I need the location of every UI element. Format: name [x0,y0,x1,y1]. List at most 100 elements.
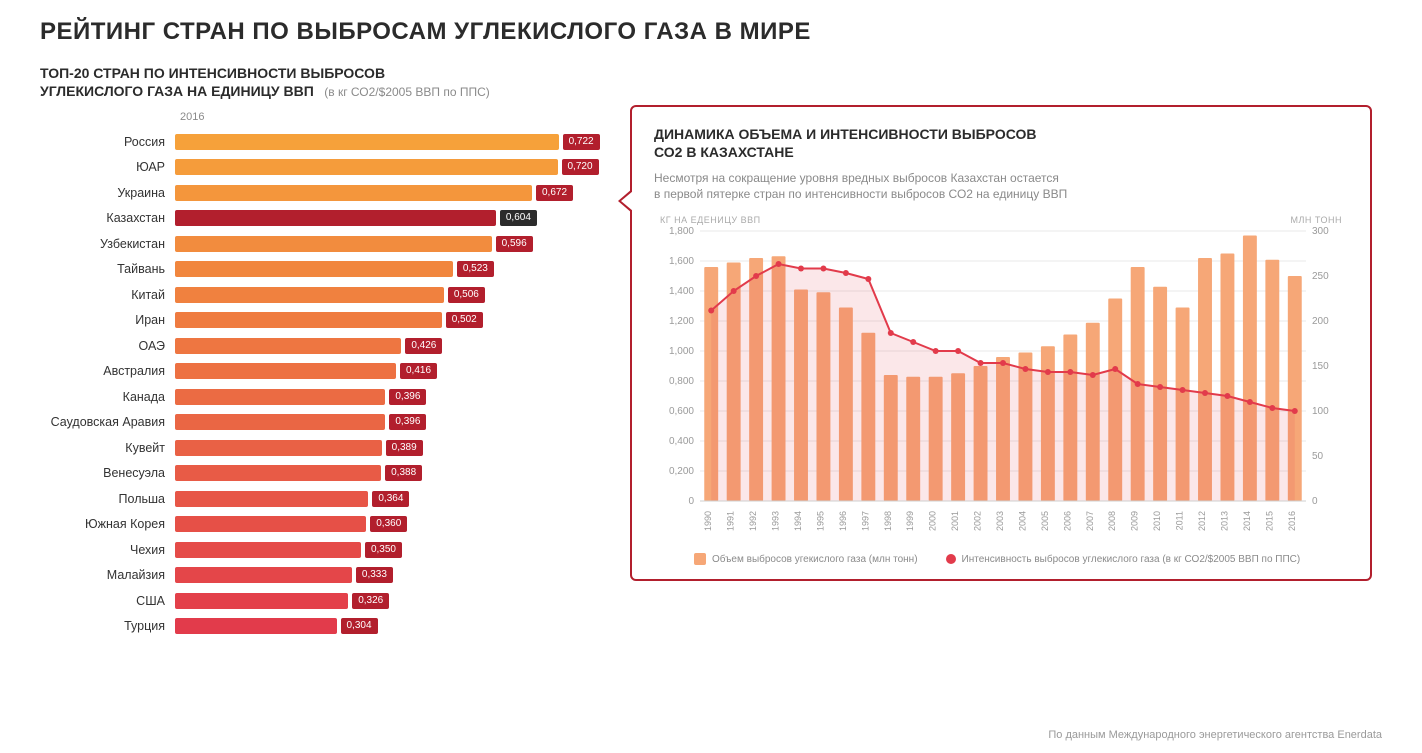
bar-row: Саудовская Аравия0,396 [40,410,600,436]
bar-country-label: Россия [40,135,175,149]
bar-row: ЮАР0,720 [40,155,600,181]
bar-country-label: Китай [40,288,175,302]
bar-row: Турция 0,304 [40,614,600,640]
bar-row: Канада0,396 [40,384,600,410]
bar-row: Тайвань0,523 [40,257,600,283]
bar-country-label: Узбекистан [40,237,175,251]
svg-text:1990: 1990 [703,511,713,531]
panel-title-l2: СО2 В КАЗАХСТАНЕ [654,143,1348,161]
panel-title: ДИНАМИКА ОБЪЕМА И ИНТЕНСИВНОСТИ ВЫБРОСОВ… [654,125,1348,161]
svg-text:1,800: 1,800 [669,226,694,237]
bar-value-badge: 0,426 [405,338,442,354]
bar-row: Кувейт0,389 [40,435,600,461]
bar-value-badge: 0,364 [372,491,409,507]
bar-fill [175,287,444,303]
svg-text:1,600: 1,600 [669,256,694,267]
svg-text:2010: 2010 [1152,511,1162,531]
bar-track: 0,720 [175,159,600,175]
bar-track: 0,416 [175,363,600,379]
bar-row: США0,326 [40,588,600,614]
bar-country-label: Чехия [40,543,175,557]
bar-fill [175,185,532,201]
svg-text:1998: 1998 [883,511,893,531]
bar-fill [175,465,381,481]
subtitle-block: ТОП-20 СТРАН ПО ИНТЕНСИВНОСТИ ВЫБРОСОВ У… [40,64,1382,101]
svg-text:100: 100 [1312,406,1329,417]
svg-text:2016: 2016 [1287,511,1297,531]
subtitle-unit: (в кг СО2/$2005 ВВП по ППС) [324,85,490,99]
svg-text:200: 200 [1312,316,1329,327]
bar-value-badge: 0,523 [457,261,494,277]
bar-country-label: Украина [40,186,175,200]
svg-text:50: 50 [1312,451,1324,462]
bar-fill [175,491,368,507]
bar-row: Малайзия0,333 [40,563,600,589]
svg-text:2011: 2011 [1175,511,1185,530]
svg-text:2005: 2005 [1040,511,1050,531]
bar-value-badge: 0,604 [500,210,537,226]
bar-country-label: Австралия [40,364,175,378]
bar-value-badge: 0,720 [562,159,599,175]
svg-text:0: 0 [1312,496,1318,507]
bar-fill [175,236,492,252]
bar-track: 0,506 [175,287,600,303]
svg-text:1996: 1996 [838,511,848,531]
bar-row: Чехия 0,350 [40,537,600,563]
bar-track: 0,333 [175,567,600,583]
bar-value-badge: 0,304 [341,618,378,634]
legend-swatch-line [946,554,956,564]
bar-row: ОАЭ 0,426 [40,333,600,359]
bar-country-label: ОАЭ [40,339,175,353]
bar-track: 0,350 [175,542,600,558]
bar-value-badge: 0,672 [536,185,573,201]
bar-value-badge: 0,416 [400,363,437,379]
bar-country-label: Саудовская Аравия [40,415,175,429]
page-title: РЕЙТИНГ СТРАН ПО ВЫБРОСАМ УГЛЕКИСЛОГО ГА… [40,18,1382,46]
svg-text:0,400: 0,400 [669,436,694,447]
svg-text:0,600: 0,600 [669,406,694,417]
svg-text:0,200: 0,200 [669,466,694,477]
bar-row: Южная Корея0,360 [40,512,600,538]
subtitle-line-1: ТОП-20 СТРАН ПО ИНТЕНСИВНОСТИ ВЫБРОСОВ [40,64,1382,82]
legend-swatch-bar [694,553,706,565]
bar-country-label: Турция [40,619,175,633]
bar-row: Иран0,502 [40,308,600,334]
bar-fill [175,593,348,609]
bar-track: 0,523 [175,261,600,277]
bar-value-badge: 0,350 [365,542,402,558]
bar-track: 0,396 [175,414,600,430]
bar-value-badge: 0,502 [446,312,483,328]
bar-track: 0,596 [175,236,600,252]
bar-value-badge: 0,396 [389,389,426,405]
bar-row: Польша0,364 [40,486,600,512]
left-axis-title: КГ НА ЕДЕНИЦУ ВВП [660,215,761,225]
svg-text:2006: 2006 [1062,511,1072,531]
bar-track: 0,604 [175,210,600,226]
svg-text:0: 0 [688,496,694,507]
bar-fill [175,516,366,532]
combo-legend: Объем выбросов угекислого газа (млн тонн… [654,553,1348,565]
svg-text:1994: 1994 [793,511,803,531]
svg-text:1995: 1995 [815,511,825,531]
kazakhstan-panel: ДИНАМИКА ОБЪЕМА И ИНТЕНСИВНОСТИ ВЫБРОСОВ… [630,105,1372,581]
bar-value-badge: 0,506 [448,287,485,303]
top20-bar-chart: 2016 Россия0,722ЮАР0,720Украина0,672Каза… [40,105,600,639]
svg-text:2002: 2002 [973,511,983,531]
bar-row: Казахстан0,604 [40,206,600,232]
svg-text:1997: 1997 [860,511,870,531]
panel-description: Несмотря на сокращение уровня вредных вы… [654,170,1348,204]
bar-value-badge: 0,326 [352,593,389,609]
svg-text:1993: 1993 [771,511,781,531]
bar-track: 0,304 [175,618,600,634]
legend-label-line: Интенсивность выбросов углекислого газа … [962,554,1301,565]
svg-text:2001: 2001 [950,511,960,531]
svg-text:1,000: 1,000 [669,346,694,357]
bar-track: 0,502 [175,312,600,328]
svg-text:2009: 2009 [1130,511,1140,531]
bar-track: 0,388 [175,465,600,481]
bar-value-badge: 0,722 [563,134,600,150]
bar-country-label: Венесуэла [40,466,175,480]
svg-text:2003: 2003 [995,511,1005,531]
bar-track: 0,426 [175,338,600,354]
svg-text:250: 250 [1312,271,1329,282]
